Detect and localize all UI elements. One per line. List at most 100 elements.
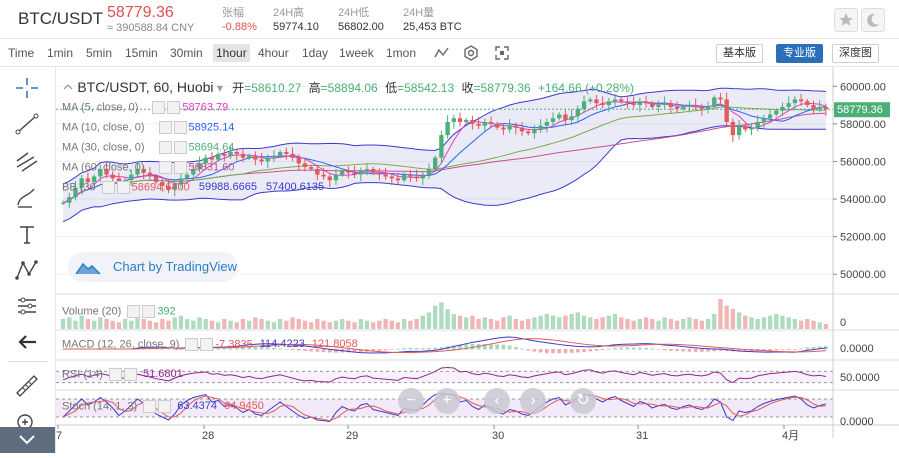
text-tool-icon[interactable] [14,222,40,246]
candle-body [240,153,246,158]
theme-toggle-button[interactable] [861,8,885,32]
tf-time[interactable]: Time [8,46,35,60]
volume-bar [557,317,562,329]
macd-histogram-bar [321,349,326,353]
volume-bar [507,315,512,329]
tf-5min[interactable]: 5min [86,46,113,60]
ruler-icon[interactable] [14,373,40,397]
macd-histogram-bar [780,349,785,350]
macd-histogram-bar [501,344,506,350]
tf-4hour[interactable]: 4hour [258,46,289,60]
macd-histogram-bar [805,347,810,350]
settings-icon[interactable] [462,44,480,62]
macd-histogram-bar [420,348,425,350]
volume-bar [755,319,760,329]
pattern-icon[interactable] [14,258,40,282]
macd-histogram-bar [222,348,227,350]
volume-bar [352,322,357,329]
candle-body [408,174,413,177]
candle-body [563,114,568,121]
volume-bar [271,322,277,329]
candle-body [98,168,103,177]
fullscreen-icon[interactable] [493,44,511,62]
macd-histogram-bar [278,348,283,350]
time-tick-label: 30 [492,430,504,442]
candle-body [631,103,636,106]
stat-value-change: -0.88% [222,21,257,33]
brush-icon[interactable] [14,185,40,209]
tf-1mon[interactable]: 1mon [386,46,417,60]
favorite-button[interactable] [834,8,858,32]
volume-bar [687,317,692,329]
macd-histogram-bar [824,346,828,350]
volume-bar [79,315,84,329]
volume-bar [662,317,667,329]
volume-bar [749,317,754,329]
volume-bar [581,315,587,329]
macd-histogram-bar [706,349,710,352]
candle-body [767,114,773,119]
macd-histogram-bar [284,348,289,350]
tf-1hour[interactable]: 1hour [213,44,250,62]
candle-body [160,182,165,186]
back-arrow-icon[interactable] [14,330,40,354]
scroll-right-button[interactable]: › [520,388,546,414]
macd-histogram-bar [216,348,221,350]
candle-body [104,168,109,175]
candle-body [625,101,630,104]
volume-bar [668,319,674,329]
volume-bar [631,320,636,329]
symbol-legend: BTC/USDT, 60, Huobi ▾ 开=58610.27 高=58894… [62,79,634,96]
measure-icon[interactable] [14,294,40,318]
volume-bar [228,320,233,329]
crosshair-icon[interactable] [14,76,40,100]
pane-tick-label: 0.0000 [840,343,874,355]
candle-body [166,185,171,190]
tf-1week[interactable]: 1week [339,46,374,60]
zoom-in-button[interactable]: + [434,388,460,414]
indicators-icon[interactable] [432,44,452,62]
volume-bar [699,320,705,329]
collapse-legend-icon[interactable] [62,82,74,92]
view-pro-button[interactable]: 专业版 [776,44,823,63]
tradingview-watermark[interactable]: Chart by TradingView [68,252,238,282]
candle-body [643,101,649,104]
fib-tool-icon[interactable] [14,149,40,173]
candle-body [265,157,270,162]
macd-histogram-bar [774,349,779,351]
candle-body [656,105,661,107]
candle-body [482,121,487,126]
candle-body [277,152,283,156]
volume-bar [811,320,816,329]
macd-histogram-bar [414,348,419,350]
candle-body [451,118,456,122]
tf-30min[interactable]: 30min [170,46,203,60]
volume-bar [327,322,332,329]
volume-bar [346,320,351,329]
volume-bar [240,319,246,329]
volume-bar [445,309,450,329]
view-depth-button[interactable]: 深度图 [832,44,879,63]
tf-15min[interactable]: 15min [125,46,158,60]
candle-body [662,103,667,106]
view-basic-button[interactable]: 基本版 [716,44,763,63]
tf-1day[interactable]: 1day [302,46,329,60]
collapse-toolbar-button[interactable] [0,427,55,453]
candle-body [426,168,432,175]
candle-body [674,106,680,109]
macd-legend: MACD (12, 26, close, 9) -7.3835 114.4223 … [62,338,358,351]
candle-body [532,129,537,134]
volume-bar [681,319,686,329]
volume-bar [482,317,487,329]
candle-body [575,108,581,117]
reset-chart-button[interactable]: ↻ [570,388,596,414]
macd-histogram-bar [309,349,314,352]
scroll-left-button[interactable]: ‹ [484,388,510,414]
candle-body [526,131,531,134]
tf-1min[interactable]: 1min [47,46,74,60]
macd-histogram-bar [402,348,407,350]
zoom-out-button[interactable]: − [398,388,424,414]
macd-histogram-bar [247,347,252,350]
volume-bar [786,317,791,329]
trendline-icon[interactable] [14,112,40,136]
